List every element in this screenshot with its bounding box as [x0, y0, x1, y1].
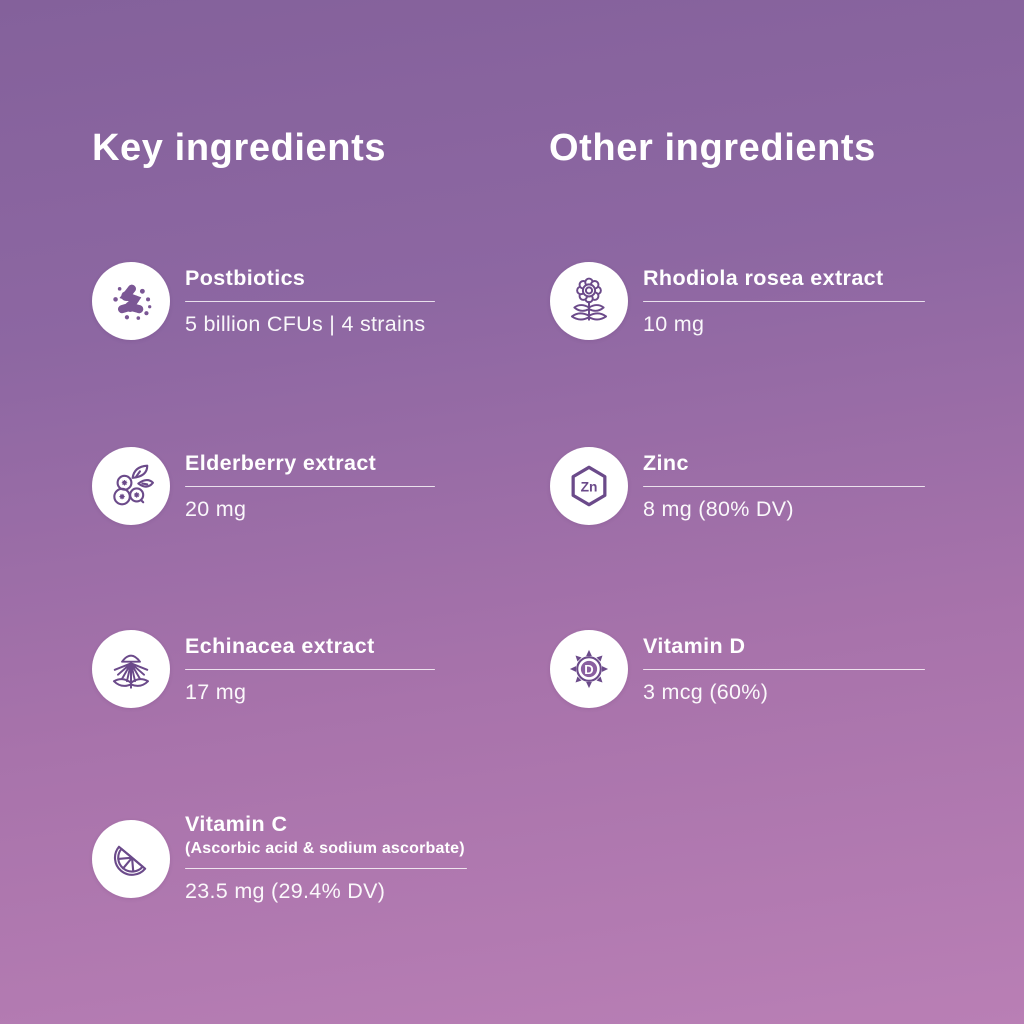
ingredient-row-vitamin-c: Vitamin C (Ascorbic acid & sodium ascorb…: [92, 808, 467, 904]
ingredient-title: Vitamin C: [185, 812, 288, 836]
key-ingredients-heading: Key ingredients: [92, 127, 387, 169]
divider: [185, 485, 435, 488]
rhodiola-flower-icon: [550, 262, 628, 340]
divider: [643, 485, 925, 488]
vitamin-d-sun-icon: D: [550, 630, 628, 708]
ingredient-row-zinc: Zn Zinc 8 mg (80% DV): [550, 447, 925, 525]
divider: [185, 300, 435, 303]
ingredient-amount: 10 mg: [643, 312, 705, 337]
ingredient-title: Vitamin D: [643, 634, 746, 658]
divider: [643, 300, 925, 303]
ingredient-row-vitamin-d: D Vitamin D 3 mcg (60%): [550, 630, 925, 708]
ingredient-title: Zinc: [643, 451, 689, 475]
echinacea-flower-icon: [92, 630, 170, 708]
vitamin-d-symbol: D: [584, 662, 593, 677]
divider: [643, 668, 925, 671]
ingredient-amount: 8 mg (80% DV): [643, 497, 794, 522]
zinc-hexagon-icon: Zn: [550, 447, 628, 525]
ingredient-amount: 23.5 mg (29.4% DV): [185, 879, 386, 904]
citrus-slice-icon: [92, 820, 170, 898]
ingredient-row-elderberry: Elderberry extract 20 mg: [92, 447, 435, 525]
divider: [185, 867, 467, 870]
ingredient-row-rhodiola: Rhodiola rosea extract 10 mg: [550, 262, 925, 340]
zinc-symbol: Zn: [581, 479, 598, 495]
ingredient-subtitle: (Ascorbic acid & sodium ascorbate): [185, 839, 465, 857]
microbe-icon: [92, 262, 170, 340]
ingredient-title: Elderberry extract: [185, 451, 377, 475]
ingredient-row-echinacea: Echinacea extract 17 mg: [92, 630, 435, 708]
elderberries-icon: [92, 447, 170, 525]
ingredient-title: Rhodiola rosea extract: [643, 266, 884, 290]
ingredient-amount: 5 billion CFUs | 4 strains: [185, 312, 426, 337]
other-ingredients-heading: Other ingredients: [549, 127, 876, 169]
divider: [185, 668, 435, 671]
ingredient-amount: 20 mg: [185, 497, 247, 522]
ingredient-amount: 17 mg: [185, 680, 247, 705]
ingredient-title: Echinacea extract: [185, 634, 375, 658]
ingredient-title: Postbiotics: [185, 266, 306, 290]
ingredient-amount: 3 mcg (60%): [643, 680, 769, 705]
ingredient-row-postbiotics: Postbiotics 5 billion CFUs | 4 strains: [92, 262, 435, 340]
